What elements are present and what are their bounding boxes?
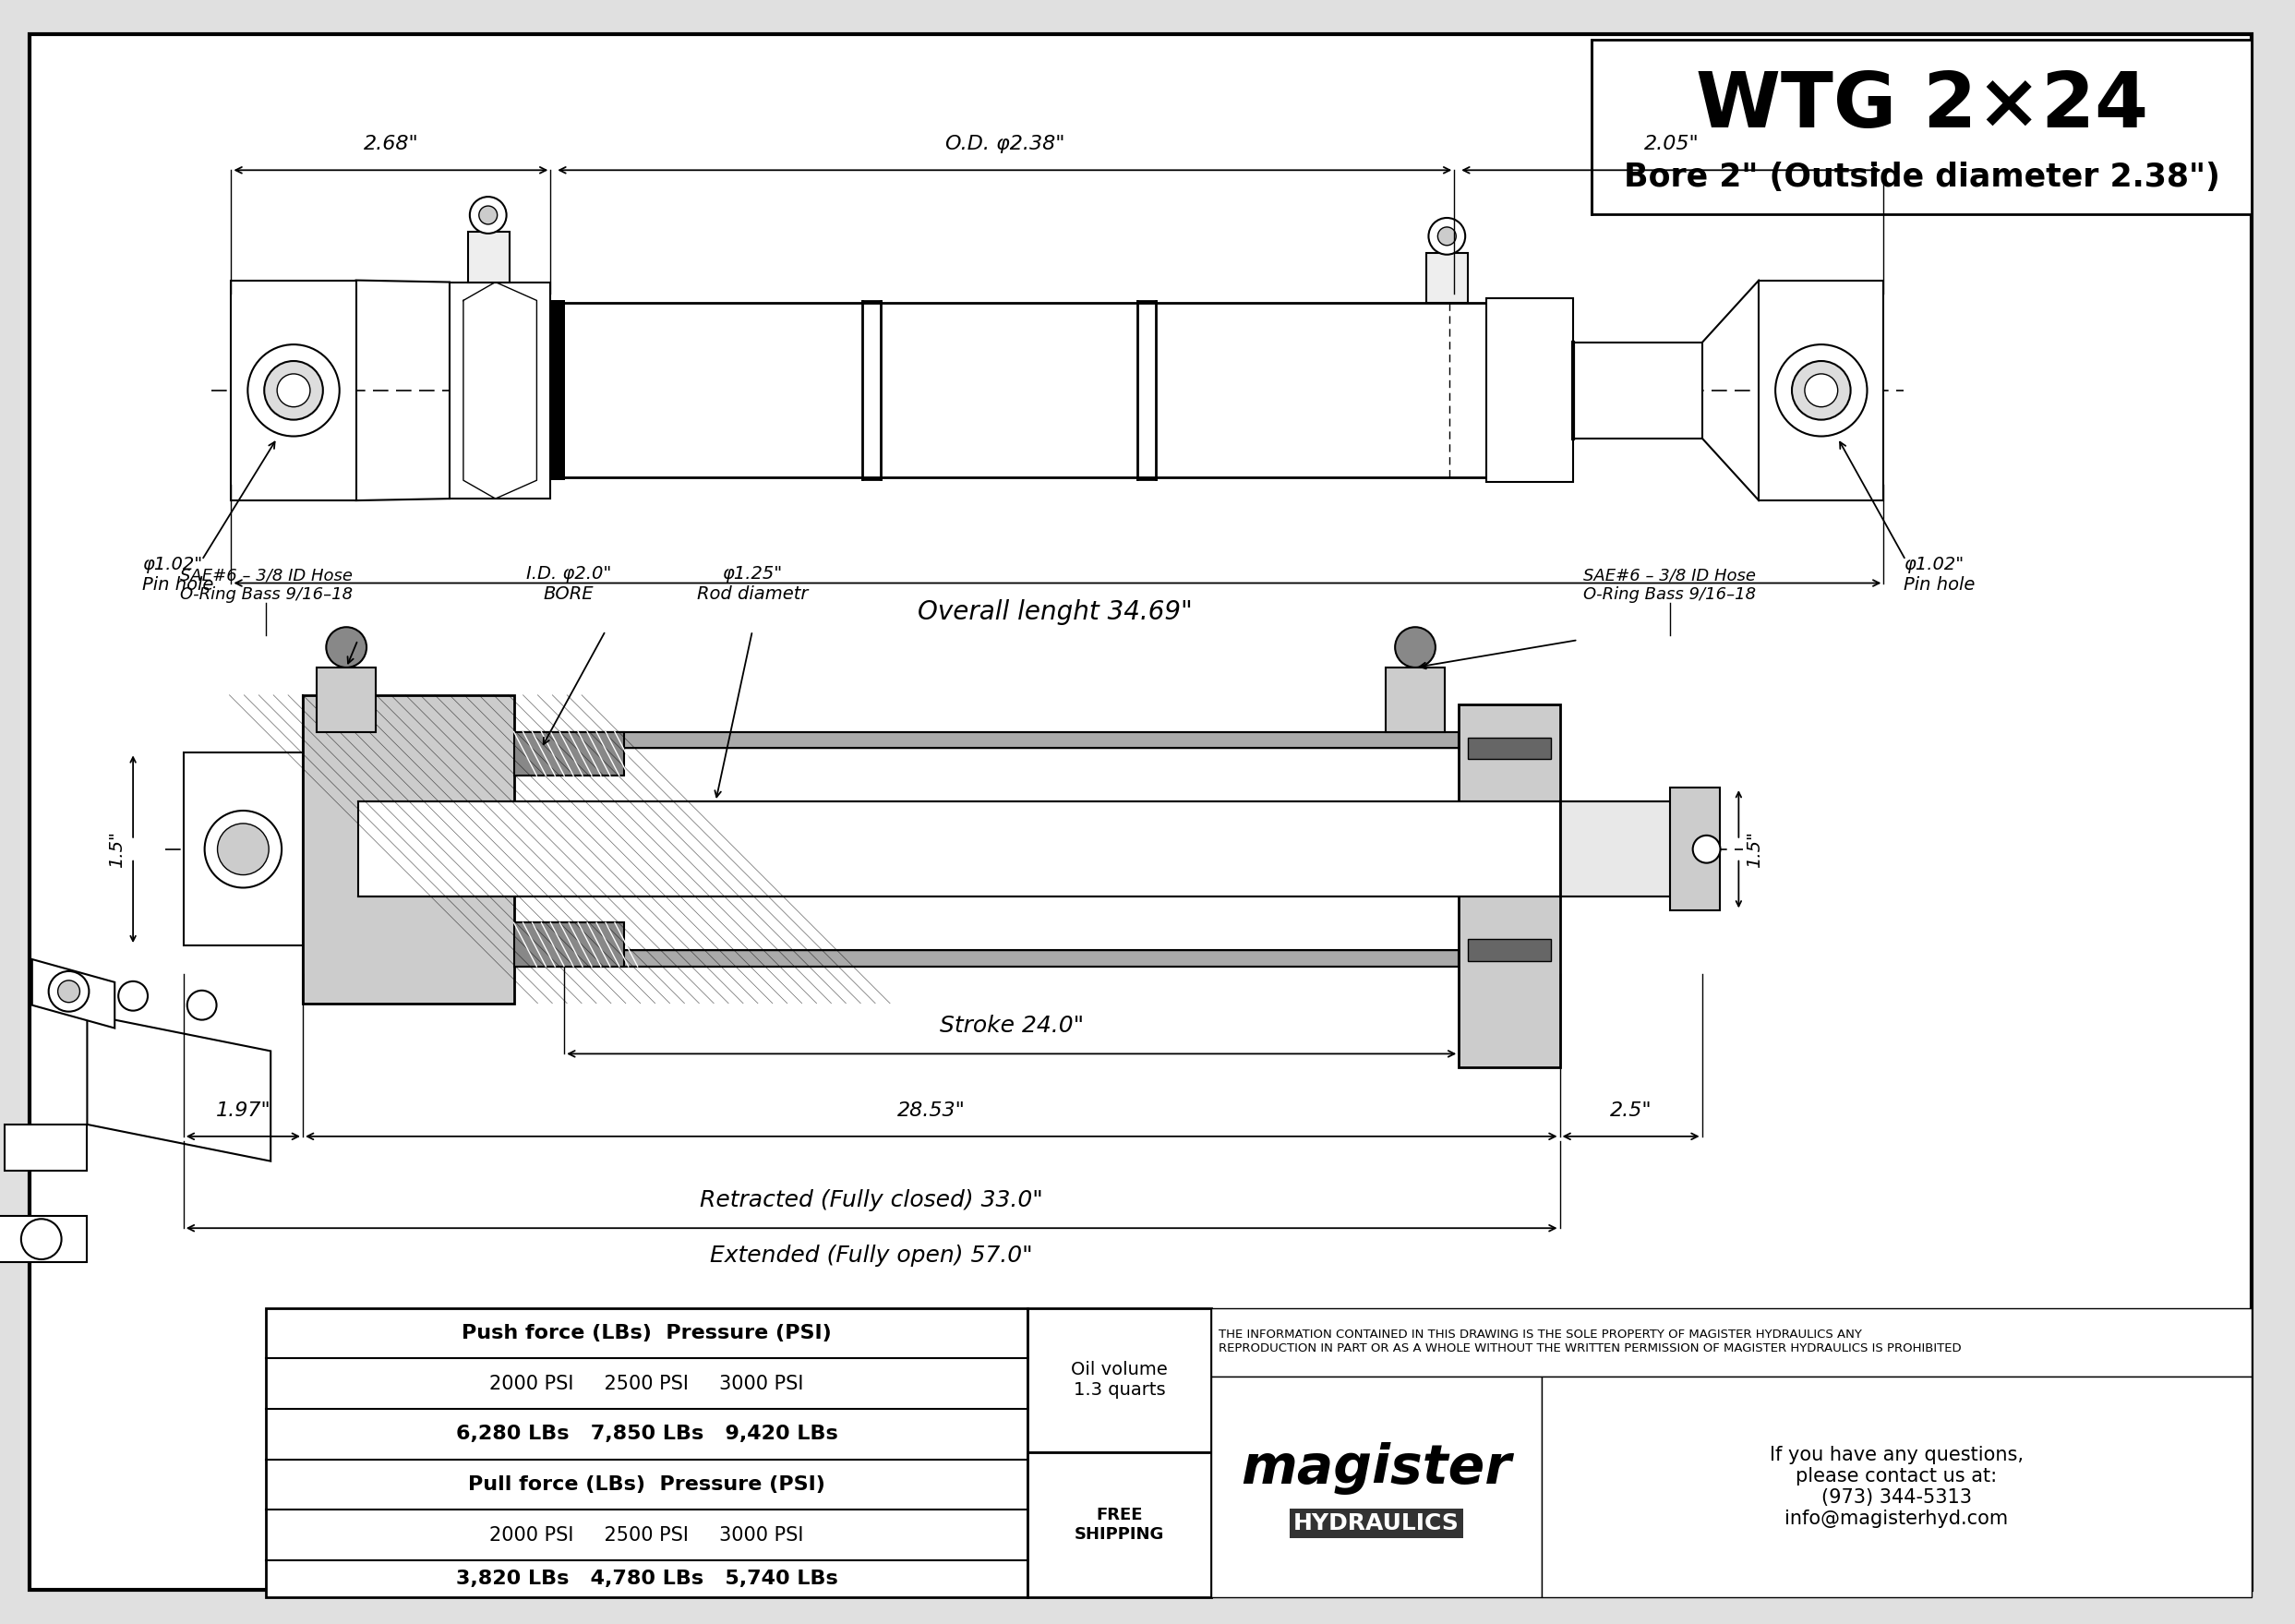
Bar [1593, 41, 2251, 214]
Bar [358, 802, 1561, 896]
Text: 28.53": 28.53" [897, 1101, 966, 1121]
Bar [450, 283, 551, 499]
Bar [1469, 737, 1551, 760]
Bar [1574, 343, 1703, 438]
Bar [514, 950, 1460, 966]
Text: WTG 2×24: WTG 2×24 [1696, 68, 2148, 143]
Circle shape [57, 981, 80, 1002]
Bar [514, 732, 1460, 749]
Text: Pull force (LBs)  Pressure (PSI): Pull force (LBs) Pressure (PSI) [468, 1475, 826, 1494]
Text: 1.5": 1.5" [108, 831, 126, 867]
Text: HYDRAULICS: HYDRAULICS [771, 393, 1154, 447]
Text: 2.68": 2.68" [363, 135, 418, 154]
Circle shape [21, 1220, 62, 1259]
Circle shape [480, 206, 498, 224]
Text: Extended (Fully open) 57.0": Extended (Fully open) 57.0" [709, 1244, 1033, 1267]
Text: 2000 PSI     2500 PSI     3000 PSI: 2000 PSI 2500 PSI 3000 PSI [489, 1374, 803, 1393]
Bar [1469, 939, 1551, 961]
Text: magister: magister [1242, 1442, 1512, 1494]
Bar [514, 732, 624, 776]
Bar [303, 695, 514, 1004]
Bar [232, 281, 356, 500]
Circle shape [188, 991, 216, 1020]
Text: SAE#6 – 3/8 ID Hose
O-Ring Bass 9/16–18: SAE#6 – 3/8 ID Hose O-Ring Bass 9/16–18 [179, 567, 353, 603]
Text: HYDRAULICS: HYDRAULICS [1292, 1512, 1460, 1535]
Bar [1671, 788, 1721, 911]
Bar [514, 922, 624, 966]
Polygon shape [5, 1124, 87, 1171]
Bar [184, 754, 303, 945]
Text: 2.5": 2.5" [1609, 1101, 1652, 1121]
Text: I.D. φ2.0"
BORE: I.D. φ2.0" BORE [526, 565, 610, 603]
Polygon shape [0, 1216, 87, 1262]
Bar [551, 304, 1487, 477]
Circle shape [218, 823, 269, 875]
Text: THE INFORMATION CONTAINED IN THIS DRAWING IS THE SOLE PROPERTY OF MAGISTER HYDRA: THE INFORMATION CONTAINED IN THIS DRAWIN… [1219, 1328, 1962, 1354]
Bar [1212, 1307, 2251, 1377]
Circle shape [204, 810, 282, 888]
Circle shape [1804, 374, 1838, 408]
Text: If you have any questions,
please contact us at:
(973) 344-5313
info@magisterhyd: If you have any questions, please contac… [1769, 1445, 2024, 1528]
Bar [317, 667, 376, 732]
Circle shape [48, 971, 90, 1012]
Bar [468, 232, 509, 283]
Bar [1386, 667, 1446, 732]
Bar [1212, 1377, 1542, 1596]
Circle shape [278, 374, 310, 408]
Circle shape [1437, 227, 1455, 245]
Text: O.D. φ2.38": O.D. φ2.38" [946, 135, 1065, 154]
Text: 2.05": 2.05" [1643, 135, 1698, 154]
Bar [1028, 1452, 1212, 1596]
Text: 6,280 LBs   7,850 LBs   9,420 LBs: 6,280 LBs 7,850 LBs 9,420 LBs [457, 1424, 838, 1444]
Bar [1427, 253, 1469, 304]
Bar [1028, 1307, 1212, 1452]
Bar [1460, 705, 1561, 1067]
Polygon shape [32, 960, 115, 1028]
Text: 1.97": 1.97" [216, 1101, 271, 1121]
Text: MAGISTER: MAGISTER [806, 346, 1120, 398]
Bar [514, 749, 1460, 950]
Bar [1758, 281, 1884, 500]
Circle shape [470, 197, 507, 234]
Bar [1487, 299, 1574, 482]
Circle shape [119, 981, 147, 1010]
Circle shape [326, 627, 367, 667]
Text: FREE
SHIPPING: FREE SHIPPING [1074, 1507, 1164, 1543]
Text: SAE#6 – 3/8 ID Hose
O-Ring Bass 9/16–18: SAE#6 – 3/8 ID Hose O-Ring Bass 9/16–18 [1584, 567, 1756, 603]
Bar [1561, 802, 1689, 896]
Text: Retracted (Fully closed) 33.0": Retracted (Fully closed) 33.0" [700, 1189, 1044, 1212]
Text: HYDRAULICS: HYDRAULICS [1292, 1512, 1460, 1535]
Circle shape [1395, 627, 1434, 667]
Bar [1542, 1377, 2251, 1596]
Text: φ1.02"
Pin hole: φ1.02" Pin hole [1905, 555, 1976, 593]
Circle shape [1694, 835, 1721, 862]
Circle shape [1792, 361, 1850, 419]
Text: φ1.02"
Pin hole: φ1.02" Pin hole [142, 555, 213, 593]
Circle shape [264, 361, 324, 419]
Text: 3,820 LBs   4,780 LBs   5,740 LBs: 3,820 LBs 4,780 LBs 5,740 LBs [457, 1569, 838, 1588]
Text: Overall lenght 34.69": Overall lenght 34.69" [918, 599, 1193, 625]
Bar [551, 300, 565, 481]
Circle shape [1427, 218, 1464, 255]
Text: 1.5": 1.5" [1746, 831, 1763, 867]
Text: φ1.25"
Rod diametr: φ1.25" Rod diametr [698, 565, 808, 603]
Polygon shape [87, 1015, 271, 1161]
Circle shape [248, 344, 340, 437]
Text: Bore 2" (Outside diameter 2.38"): Bore 2" (Outside diameter 2.38") [1623, 162, 2219, 193]
Circle shape [1776, 344, 1868, 437]
Text: 2000 PSI     2500 PSI     3000 PSI: 2000 PSI 2500 PSI 3000 PSI [489, 1527, 803, 1544]
Text: Stroke 24.0": Stroke 24.0" [939, 1015, 1083, 1038]
Bar [266, 1307, 1028, 1596]
Text: Oil volume
1.3 quarts: Oil volume 1.3 quarts [1072, 1361, 1168, 1400]
Text: Push force (LBs)  Pressure (PSI): Push force (LBs) Pressure (PSI) [461, 1324, 831, 1343]
